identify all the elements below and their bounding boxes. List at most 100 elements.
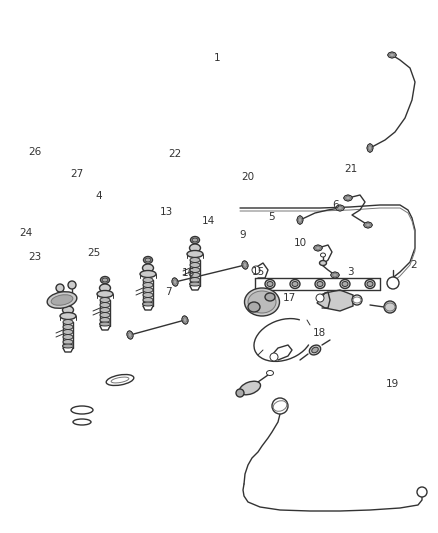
Ellipse shape [102,278,108,282]
Ellipse shape [127,331,133,339]
Ellipse shape [364,222,372,228]
Ellipse shape [243,263,247,268]
Ellipse shape [242,261,248,269]
Ellipse shape [344,195,352,201]
Ellipse shape [192,238,198,242]
Ellipse shape [97,290,113,297]
Ellipse shape [389,53,394,57]
Ellipse shape [297,216,303,224]
Ellipse shape [182,316,188,324]
Circle shape [68,281,76,289]
Text: 15: 15 [252,267,265,277]
Text: 24: 24 [20,229,33,238]
Text: 18: 18 [313,328,326,338]
Text: 14: 14 [201,216,215,226]
Ellipse shape [346,196,350,200]
Ellipse shape [190,262,200,268]
Text: 10: 10 [293,238,307,247]
Ellipse shape [240,381,261,395]
Ellipse shape [182,316,188,324]
Ellipse shape [319,261,326,265]
Ellipse shape [292,281,298,287]
Circle shape [387,277,399,289]
Text: 3: 3 [347,267,354,277]
Text: 9: 9 [240,230,247,239]
Ellipse shape [367,144,373,152]
Circle shape [384,301,396,313]
Ellipse shape [51,295,73,305]
Text: 13: 13 [160,207,173,216]
Text: 22: 22 [169,149,182,158]
Ellipse shape [344,195,352,201]
Text: 21: 21 [344,165,357,174]
Ellipse shape [265,279,275,288]
Ellipse shape [314,245,322,251]
Ellipse shape [336,205,344,211]
Ellipse shape [142,302,153,306]
Ellipse shape [145,258,151,262]
Ellipse shape [331,272,339,278]
Ellipse shape [267,281,273,287]
Ellipse shape [128,333,132,337]
Circle shape [272,398,288,414]
Ellipse shape [314,245,322,251]
Ellipse shape [242,261,248,269]
Ellipse shape [316,246,321,250]
Ellipse shape [367,281,373,287]
Text: 17: 17 [283,294,296,303]
Ellipse shape [143,278,153,282]
Ellipse shape [63,329,73,335]
Ellipse shape [368,146,372,150]
Text: 19: 19 [385,379,399,389]
Ellipse shape [297,216,303,224]
Ellipse shape [111,377,129,383]
Circle shape [352,295,362,305]
Text: 1: 1 [213,53,220,62]
Ellipse shape [265,293,275,301]
Ellipse shape [144,256,152,263]
Ellipse shape [64,298,73,305]
Ellipse shape [57,298,63,302]
Ellipse shape [364,222,372,228]
Ellipse shape [290,279,300,288]
Text: 5: 5 [268,213,275,222]
Ellipse shape [100,303,110,308]
Ellipse shape [172,278,178,286]
Ellipse shape [142,264,153,272]
Ellipse shape [388,52,396,58]
Ellipse shape [388,52,396,58]
Ellipse shape [190,272,200,278]
Ellipse shape [190,282,201,286]
Ellipse shape [69,295,75,299]
Ellipse shape [63,335,73,340]
Ellipse shape [321,253,325,257]
Ellipse shape [388,52,396,58]
Ellipse shape [63,325,73,329]
Ellipse shape [172,278,178,286]
Ellipse shape [266,370,273,376]
Ellipse shape [297,216,303,224]
Text: 20: 20 [241,173,254,182]
Ellipse shape [63,319,73,325]
Text: 25: 25 [88,248,101,258]
Ellipse shape [182,316,188,324]
Ellipse shape [143,282,153,287]
Circle shape [417,487,427,497]
Ellipse shape [342,281,348,287]
Ellipse shape [366,223,371,227]
Text: 7: 7 [165,287,172,297]
Ellipse shape [143,293,153,297]
Ellipse shape [338,206,343,210]
Ellipse shape [191,237,199,244]
Text: 23: 23 [28,252,42,262]
Ellipse shape [187,251,203,257]
Text: 6: 6 [332,200,339,210]
Ellipse shape [99,284,110,292]
Ellipse shape [183,318,187,322]
Ellipse shape [100,312,110,318]
Ellipse shape [63,306,74,314]
Ellipse shape [365,279,375,288]
Ellipse shape [47,292,77,308]
Ellipse shape [309,345,321,355]
Ellipse shape [298,217,302,222]
